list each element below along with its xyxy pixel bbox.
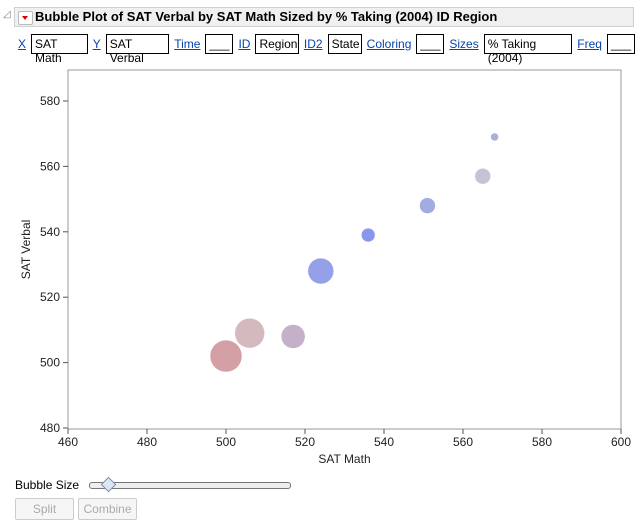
x-tick-label: 520: [295, 435, 315, 449]
report-title: Bubble Plot of SAT Verbal by SAT Math Si…: [35, 9, 498, 24]
plot-frame: [67, 69, 622, 430]
y-axis-label: SAT Verbal: [19, 220, 33, 280]
x-tick-label: 460: [58, 435, 78, 449]
y-tick-label: 520: [40, 290, 60, 304]
bubble[interactable]: [280, 324, 306, 349]
bubble[interactable]: [209, 339, 243, 373]
bubble-size-slider[interactable]: [89, 476, 291, 493]
role-link-coloring[interactable]: Coloring: [366, 37, 412, 51]
y-tick-label: 540: [40, 225, 60, 239]
role-link-y[interactable]: Y: [92, 37, 101, 51]
role-link-freq[interactable]: Freq: [577, 37, 602, 51]
role-value-time[interactable]: ___: [205, 34, 234, 54]
bubble[interactable]: [307, 257, 335, 285]
role-value-id2[interactable]: State: [327, 34, 362, 54]
red-triangle-menu-icon[interactable]: [18, 11, 33, 25]
slider-thumb[interactable]: [101, 476, 117, 493]
role-value-y[interactable]: SAT Verbal: [105, 34, 170, 65]
bubble[interactable]: [361, 227, 376, 243]
bubble[interactable]: [234, 317, 265, 349]
role-link-id[interactable]: ID: [238, 37, 251, 51]
role-link-sizes[interactable]: Sizes: [449, 37, 479, 51]
role-value-coloring[interactable]: ___: [416, 34, 445, 54]
disclosure-triangle-icon[interactable]: ◿: [3, 9, 11, 20]
x-tick-label: 540: [374, 435, 394, 449]
role-value-x[interactable]: SAT Math: [31, 34, 88, 65]
y-tick-label: 480: [40, 421, 60, 435]
y-tick-label: 500: [40, 356, 60, 370]
x-tick-label: 500: [216, 435, 236, 449]
x-tick-label: 480: [137, 435, 157, 449]
role-link-id2[interactable]: ID2: [303, 37, 323, 51]
bubble[interactable]: [474, 167, 491, 185]
role-value-freq[interactable]: ___: [606, 34, 635, 54]
bubble[interactable]: [419, 197, 436, 214]
outline-title-bar: Bubble Plot of SAT Verbal by SAT Math Si…: [14, 7, 634, 27]
role-value-sizes[interactable]: % Taking (2004): [483, 34, 573, 65]
role-link-x[interactable]: X: [18, 37, 27, 51]
role-link-time[interactable]: Time: [174, 37, 201, 51]
x-tick-label: 580: [532, 435, 552, 449]
bubble-chart[interactable]: 460 480 500 520 540 560 580 6004805005205405605…: [0, 0, 635, 475]
split-button[interactable]: Split: [15, 498, 74, 520]
combine-button[interactable]: Combine: [78, 498, 137, 520]
role-value-id[interactable]: Region: [255, 34, 299, 54]
role-bar: X SAT Math Y SAT Verbal Time ___ ID Region ID2 St…: [18, 34, 635, 65]
x-tick-label: 560: [453, 435, 473, 449]
x-axis-label: SAT Math: [318, 452, 370, 466]
y-tick-label: 580: [40, 94, 60, 108]
y-tick-label: 560: [40, 159, 60, 173]
bubble[interactable]: [490, 132, 499, 142]
x-tick-label: 600: [611, 435, 631, 449]
bubble-size-label: Bubble Size: [15, 478, 80, 492]
